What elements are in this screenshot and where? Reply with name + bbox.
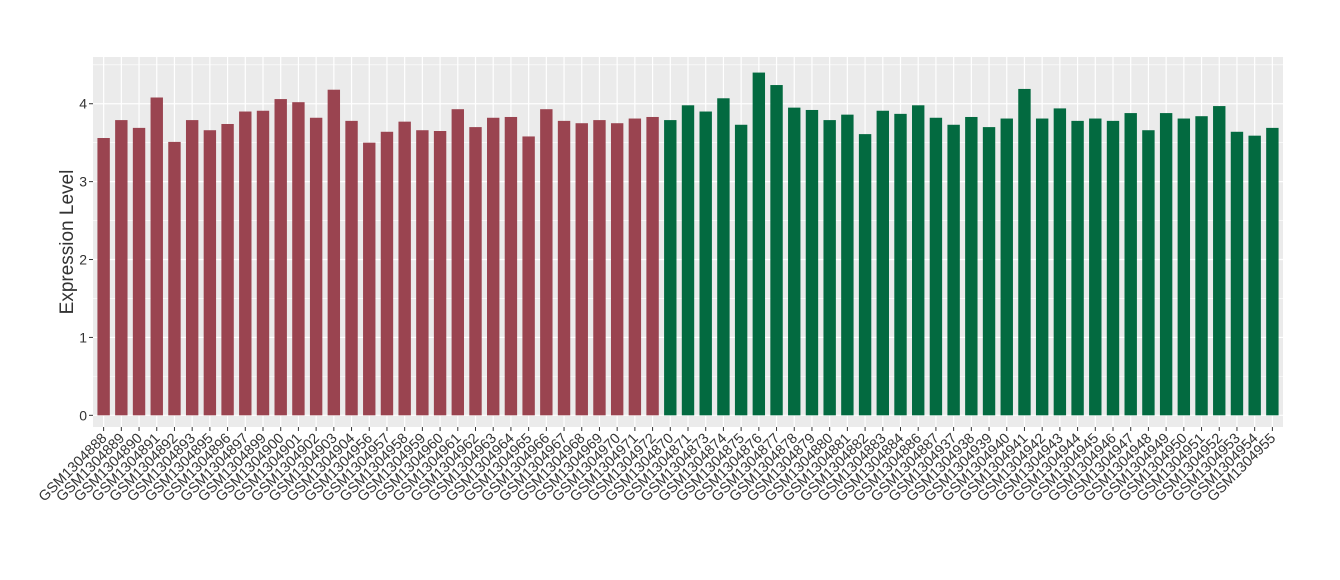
bar	[841, 114, 854, 416]
bar	[380, 131, 394, 416]
bar	[256, 110, 270, 416]
bar	[646, 116, 659, 416]
bar	[1106, 120, 1120, 416]
bar	[664, 120, 677, 416]
bar	[274, 99, 287, 416]
bar	[504, 116, 518, 416]
bars	[97, 72, 1279, 416]
bar	[557, 120, 571, 416]
bar	[699, 111, 712, 416]
bar	[858, 134, 872, 416]
bar	[345, 120, 358, 416]
bar	[132, 127, 146, 416]
bar	[97, 138, 110, 416]
bar	[788, 107, 801, 416]
bar	[734, 124, 748, 416]
y-axis: 0 1 2 3 4	[79, 96, 93, 423]
bar	[487, 117, 500, 416]
y-tick-label: 3	[79, 174, 87, 190]
bar	[239, 111, 252, 416]
bar	[1159, 113, 1173, 416]
bar	[947, 124, 960, 416]
bar	[1124, 113, 1137, 416]
bar	[1000, 118, 1013, 416]
bar	[1266, 127, 1279, 416]
bar	[876, 110, 889, 416]
bar	[1248, 135, 1261, 416]
bar	[150, 97, 163, 416]
bar	[309, 117, 323, 416]
bar	[416, 130, 429, 416]
y-tick-label: 1	[79, 329, 87, 345]
y-tick-label: 0	[79, 407, 87, 423]
bar	[185, 120, 199, 416]
bar	[203, 130, 217, 416]
bar	[327, 89, 341, 416]
bar	[1230, 131, 1244, 416]
bar	[717, 98, 730, 416]
bar	[610, 123, 624, 416]
bar	[681, 105, 695, 416]
bar	[823, 120, 836, 416]
bar	[363, 142, 376, 416]
bar	[770, 85, 783, 416]
bar	[575, 123, 588, 416]
bar	[982, 127, 996, 416]
bar	[1142, 130, 1155, 416]
bar	[540, 109, 553, 416]
bar	[894, 113, 907, 416]
bar	[168, 141, 181, 416]
y-axis-label: Expression Level	[57, 170, 78, 315]
y-tick-label: 2	[79, 252, 87, 268]
bar	[115, 120, 128, 416]
bar	[1177, 118, 1191, 416]
bar	[451, 109, 464, 416]
y-tick-label: 4	[79, 96, 87, 112]
bar	[752, 72, 766, 416]
bar	[628, 118, 642, 416]
bar	[805, 109, 819, 416]
bar	[1035, 118, 1049, 416]
bar	[965, 116, 978, 416]
bar	[1018, 88, 1031, 416]
bar	[912, 105, 925, 416]
bar	[522, 136, 535, 416]
bar	[593, 120, 606, 416]
bar	[469, 127, 482, 416]
x-axis: GSM1304888GSM1304889GSM1304890GSM1304891…	[36, 427, 1279, 505]
bar	[433, 131, 447, 416]
bar	[1053, 108, 1067, 416]
bar	[1195, 116, 1208, 416]
bar	[398, 121, 411, 416]
bar	[292, 102, 305, 416]
bar	[929, 117, 943, 416]
bar	[221, 123, 234, 416]
bar	[1213, 106, 1226, 416]
bar	[1089, 118, 1102, 416]
bar	[1071, 120, 1084, 416]
